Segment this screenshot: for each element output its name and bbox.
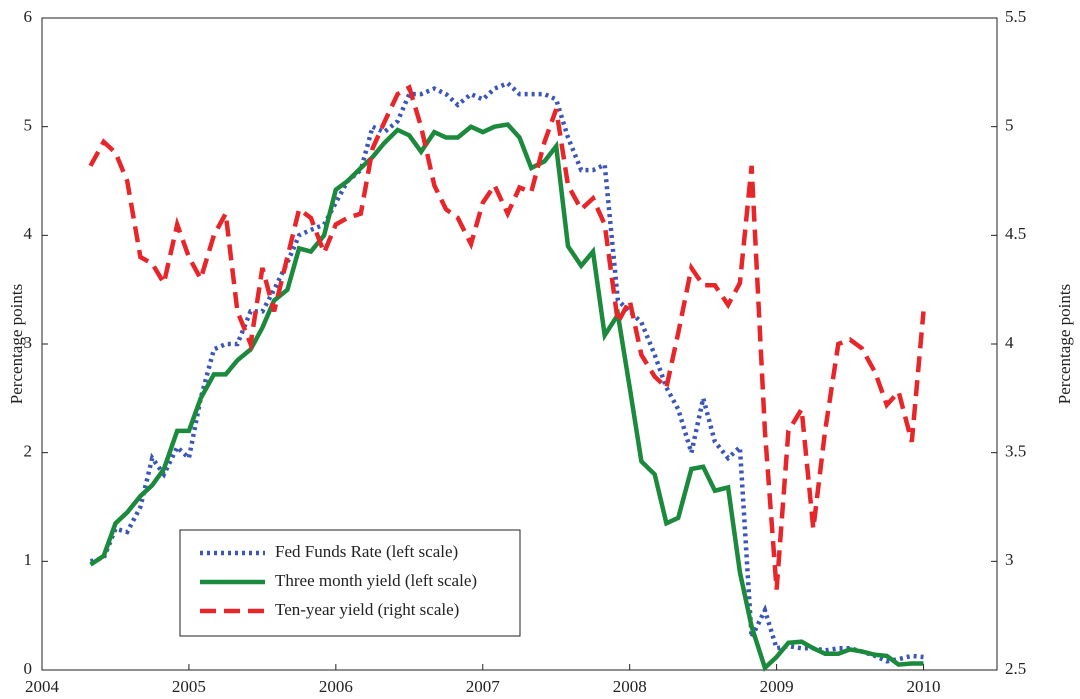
x-tick-label: 2006 xyxy=(319,677,353,696)
y-tick-label: 1 xyxy=(24,550,33,569)
y2-tick-label: 5 xyxy=(1005,116,1014,135)
x-tick-label: 2008 xyxy=(613,677,647,696)
legend-label: Ten-year yield (right scale) xyxy=(275,600,459,619)
x-tick-label: 2010 xyxy=(907,677,941,696)
y2-axis-label: Percentage points xyxy=(1055,284,1074,404)
y-tick-label: 4 xyxy=(24,224,33,243)
y-tick-label: 6 xyxy=(24,7,33,26)
x-tick-label: 2005 xyxy=(172,677,206,696)
y2-tick-label: 3.5 xyxy=(1005,442,1026,461)
y2-tick-label: 2.5 xyxy=(1005,659,1026,678)
y2-tick-label: 4 xyxy=(1005,333,1014,352)
y-axis-label: Percentage points xyxy=(7,284,26,404)
x-tick-label: 2009 xyxy=(760,677,794,696)
x-tick-label: 2007 xyxy=(466,677,501,696)
series-line xyxy=(89,122,924,672)
series-line xyxy=(88,84,926,590)
y-tick-label: 5 xyxy=(24,116,33,135)
legend-label: Fed Funds Rate (left scale) xyxy=(275,542,458,561)
y2-tick-label: 4.5 xyxy=(1005,224,1026,243)
x-tick-label: 2004 xyxy=(25,677,60,696)
y-tick-label: 0 xyxy=(24,659,33,678)
y2-tick-label: 5.5 xyxy=(1005,7,1026,26)
legend-label: Three month yield (left scale) xyxy=(275,571,477,590)
y-tick-label: 3 xyxy=(24,333,33,352)
y-tick-label: 2 xyxy=(24,442,33,461)
y2-tick-label: 3 xyxy=(1005,550,1014,569)
